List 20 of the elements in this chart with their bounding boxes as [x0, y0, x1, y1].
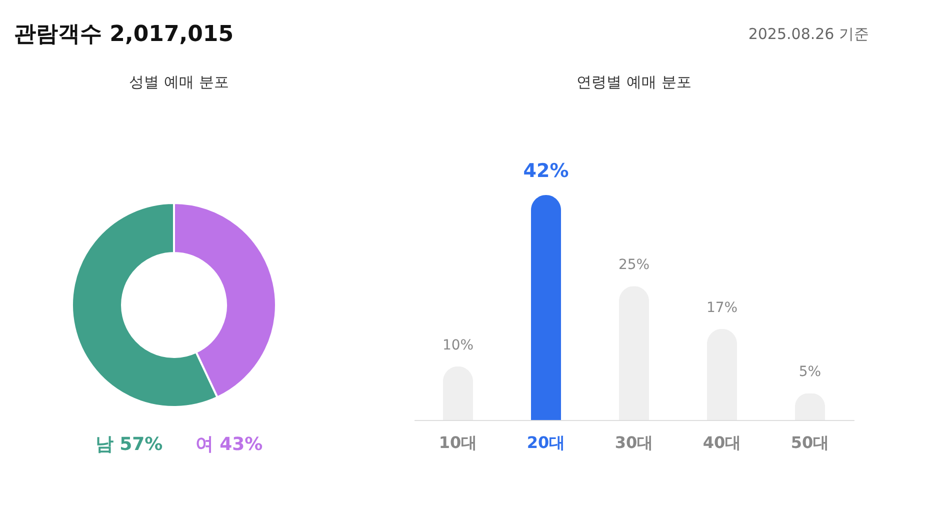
x-tick-label: 30대 [614, 433, 654, 452]
text: 관람객수 2,017,015 [14, 22, 234, 47]
slice-label: 여 43% [195, 434, 263, 455]
data-label: 5% [798, 364, 822, 380]
data-label: 25% [618, 257, 650, 274]
slice-label: 남 57% [95, 434, 163, 455]
bar [531, 195, 561, 420]
text: 2025.08.26 기준 [748, 25, 869, 43]
x-tick-label: 10대 [438, 433, 478, 452]
bar [443, 366, 473, 420]
chart-title: 연령별 예매 분포 [576, 73, 692, 91]
bar [619, 286, 649, 420]
x-tick-label: 20대 [526, 433, 566, 452]
data-label: 42% [523, 160, 569, 182]
x-tick-label: 50대 [790, 433, 830, 452]
chart-title: 성별 예매 분포 [129, 73, 229, 91]
bar [707, 328, 737, 420]
data-label: 17% [706, 300, 738, 316]
data-label: 10% [442, 337, 474, 354]
x-tick-label: 40대 [702, 433, 742, 452]
